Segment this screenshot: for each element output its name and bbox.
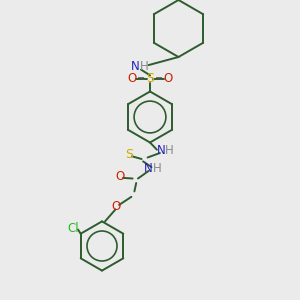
Text: =: =	[137, 74, 145, 84]
Text: O: O	[164, 72, 172, 86]
Text: H: H	[165, 144, 174, 157]
Text: N: N	[157, 144, 166, 157]
Text: S: S	[146, 72, 154, 86]
Text: O: O	[128, 72, 136, 86]
Text: Cl: Cl	[68, 221, 79, 235]
Text: O: O	[116, 170, 124, 183]
Text: N: N	[144, 162, 153, 175]
Text: O: O	[111, 200, 120, 213]
Text: S: S	[125, 148, 133, 161]
Text: N: N	[131, 60, 140, 73]
Text: H: H	[153, 162, 162, 175]
Text: =: =	[155, 74, 163, 84]
Text: H: H	[140, 60, 148, 73]
